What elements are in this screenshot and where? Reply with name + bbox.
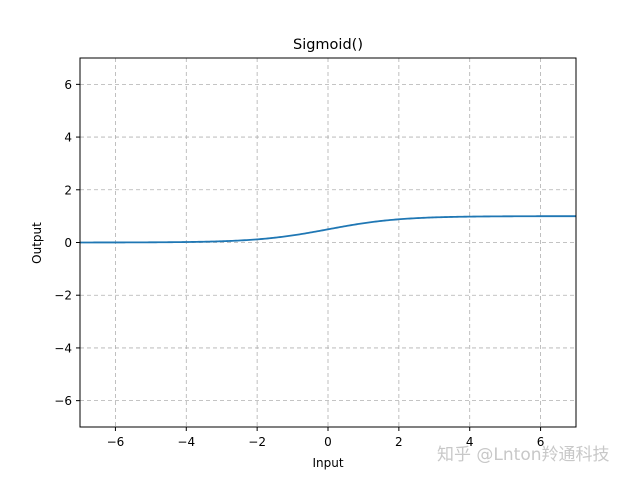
x-axis-ticks: −6 −4 −2 0 2 4 6 [107, 427, 545, 449]
y-tick-label: −4 [54, 341, 72, 355]
chart-title: Sigmoid() [293, 37, 363, 53]
x-tick-label: 4 [466, 435, 474, 449]
x-tick-label: −4 [177, 435, 195, 449]
y-tick-label: −6 [54, 394, 72, 408]
x-tick-label: 0 [324, 435, 332, 449]
y-axis-label: Output [30, 222, 44, 264]
sigmoid-line [79, 215, 576, 244]
x-axis-label: Input [312, 456, 343, 470]
grid-lines [80, 58, 576, 427]
x-tick-label: −2 [248, 435, 266, 449]
x-tick-label: 6 [537, 435, 545, 449]
y-axis-ticks: −6 −4 −2 0 2 4 6 [54, 78, 80, 408]
y-tick-label: 2 [64, 183, 72, 197]
x-tick-label: −6 [107, 435, 125, 449]
y-tick-label: 4 [64, 131, 72, 145]
y-tick-label: 6 [64, 78, 72, 92]
watermark: 知乎 @Lnton羚通科技 [437, 445, 610, 465]
plot-line [79, 215, 576, 244]
y-tick-label: −2 [54, 289, 72, 303]
y-tick-label: 0 [64, 236, 72, 250]
x-tick-label: 2 [395, 435, 403, 449]
